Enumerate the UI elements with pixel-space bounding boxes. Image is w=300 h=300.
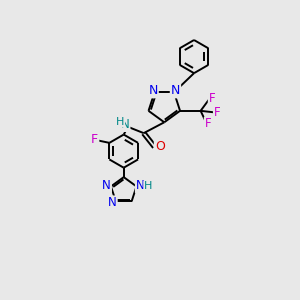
Text: F: F xyxy=(91,133,98,146)
Text: F: F xyxy=(205,118,212,130)
Text: N: N xyxy=(102,179,111,192)
Text: H: H xyxy=(116,117,124,127)
Text: N: N xyxy=(136,179,145,192)
Text: N: N xyxy=(108,196,117,209)
Text: H: H xyxy=(144,182,153,191)
Text: F: F xyxy=(214,106,220,119)
Text: O: O xyxy=(155,140,165,153)
Text: N: N xyxy=(148,84,158,98)
Text: N: N xyxy=(171,84,180,98)
Text: F: F xyxy=(209,92,215,105)
Text: N: N xyxy=(121,118,130,131)
